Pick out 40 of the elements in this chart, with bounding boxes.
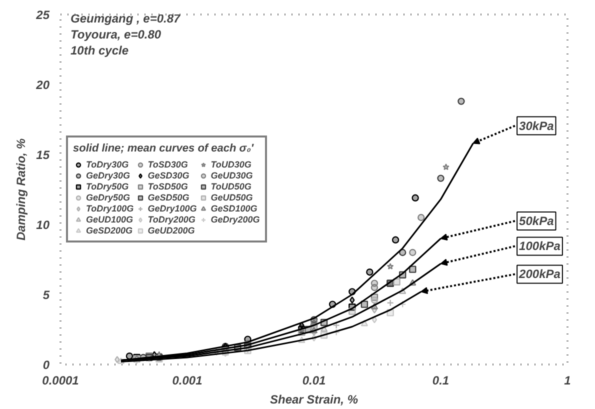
legend-label: GeUD100G [86,214,134,224]
legend-label: GeDry100G [148,204,197,214]
legend-label: GeSD30G [148,170,190,180]
annotation: 50kPa [519,214,554,228]
x-tick-label: 0.0001 [42,374,80,388]
x-tick-label: 0.001 [172,374,203,388]
legend-label: GeDry200G [210,214,260,224]
y-tick-label: 10 [36,218,50,232]
legend-label: ToDry200G [148,214,196,224]
legend-label: ToDry50G [86,182,129,192]
x-tick-label: 0.01 [302,374,326,388]
annotation: 200kPa [518,267,561,282]
legend-label: ToDry30G [86,160,129,170]
legend-label: GeDry30G [86,170,130,180]
annotation: Toyoura, e=0.80 [70,28,162,42]
legend-label: GeUD30G [210,170,253,180]
x-tick-label: 0.1 [432,374,450,388]
annotation: 10th cycle [70,44,129,58]
x-axis-title: Shear Strain, % [270,392,358,406]
legend-label: GeUD200G [148,226,195,236]
legend-label: GeUD50G [210,192,253,202]
legend-label: GeSD200G [86,226,133,236]
annotation: 100kPa [519,239,561,254]
legend-title: solid line; mean curves of each σ₀′ [73,142,255,154]
legend-label: GeSD100G [210,204,258,214]
y-tick-label: 0 [42,358,50,372]
legend-label: ToUD30G [210,160,252,170]
legend-label: ToUD50G [210,182,252,192]
x-tick-label: 1 [564,374,572,388]
y-tick-label: 15 [36,148,50,162]
legend-label: ToSD30G [148,160,188,170]
legend-label: GeDry50G [86,192,130,202]
legend-label: ToSD50G [148,182,188,192]
y-tick-label: 5 [42,288,50,302]
y-tick-label: 25 [35,8,50,22]
legend-label: ToDry100G [86,204,134,214]
annotation: 30kPa [519,118,554,133]
y-tick-label: 20 [35,78,50,92]
y-axis-title: Damping Ratio, % [14,138,28,241]
legend-label: GeSD50G [148,192,190,202]
